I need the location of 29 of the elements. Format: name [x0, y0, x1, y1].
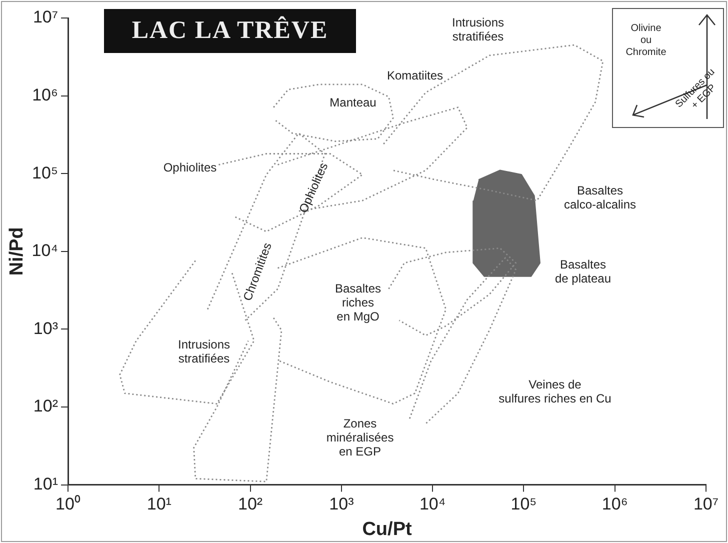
annotation: Intrusions stratifiées	[452, 15, 504, 44]
x-tick-label: 10⁰	[56, 494, 80, 514]
y-tick-label: 10³	[33, 318, 58, 338]
annotation: Intrusions stratifiées	[178, 337, 230, 366]
x-tick-label: 10³	[329, 494, 354, 514]
x-axis-title: Cu/Pt	[362, 518, 412, 540]
annotation: Basaltes riches en MgO	[334, 281, 382, 324]
y-tick-label: 10⁷	[32, 8, 58, 27]
annotation: Veines de sulfures riches en Cu	[498, 377, 612, 406]
y-tick-label: 10²	[33, 396, 58, 416]
x-tick-label: 10⁵	[510, 494, 537, 514]
y-tick-label: 10⁶	[32, 85, 58, 104]
annotation: Zones minéralisées en EGP	[326, 416, 394, 458]
x-tick-label: 10⁴	[419, 494, 446, 514]
y-tick-label: 10⁴	[32, 241, 58, 260]
x-tick-label: 10⁶	[602, 494, 628, 514]
y-tick-label: 10¹	[33, 474, 58, 494]
x-tick-label: 10⁷	[693, 494, 719, 514]
y-tick-label: 10⁵	[32, 163, 58, 182]
annotation: Basaltes de plateau	[554, 257, 612, 286]
annotation: Komatiites	[386, 68, 444, 82]
annotation: Olivine ou Chromite	[624, 23, 668, 59]
annotation: Manteau	[330, 95, 376, 110]
y-axis-title: Ni/Pd	[6, 227, 28, 276]
annotation: Basaltes calco-alcalins	[564, 183, 636, 212]
x-tick-label: 10²	[238, 494, 263, 514]
chart-title: LAC LA TRÊVE	[104, 9, 356, 53]
x-tick-label: 10¹	[146, 494, 172, 514]
annotation: Ophiolites	[163, 160, 217, 174]
